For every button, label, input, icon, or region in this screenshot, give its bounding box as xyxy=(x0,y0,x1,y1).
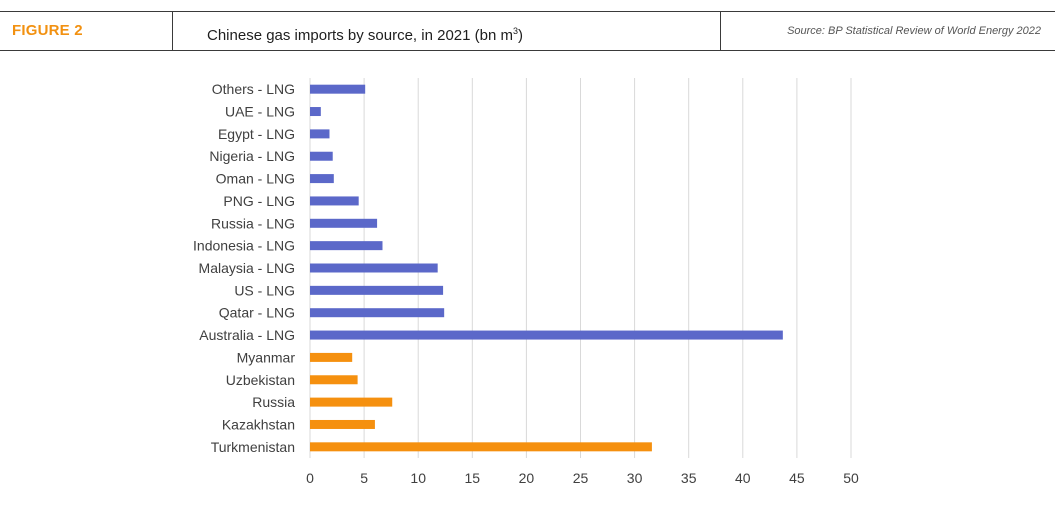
figure-title-end: ) xyxy=(518,27,523,44)
x-tick-label: 30 xyxy=(627,470,643,486)
bar xyxy=(310,129,330,139)
bar xyxy=(310,196,359,206)
figure-title-superscript: 3 xyxy=(512,26,518,36)
bar xyxy=(310,442,652,452)
x-tick-label: 20 xyxy=(519,470,535,486)
x-tick-label: 45 xyxy=(789,470,805,486)
bar xyxy=(310,375,358,385)
category-labels: Others - LNG UAE - LNG Egypt - LNG Nigeria … xyxy=(193,81,295,455)
x-tick-label: 50 xyxy=(843,470,859,486)
category-label: Egypt - LNG xyxy=(218,126,295,142)
x-tick-label: 25 xyxy=(573,470,589,486)
category-label: Russia xyxy=(252,394,295,410)
source-note: Source: BP Statistical Review of World E… xyxy=(787,25,1041,37)
bar xyxy=(310,107,321,117)
figure-label: FIGURE 2 xyxy=(12,22,83,39)
x-tick-label: 10 xyxy=(410,470,426,486)
header-divider xyxy=(172,12,173,50)
x-tick-label: 40 xyxy=(735,470,751,486)
category-label: Uzbekistan xyxy=(226,372,295,388)
category-label: Oman - LNG xyxy=(216,171,295,187)
bar xyxy=(310,285,444,295)
category-label: Kazakhstan xyxy=(222,416,295,432)
figure-title-text: Chinese gas imports by source, in 2021 (… xyxy=(207,27,513,44)
figure-header: FIGURE 2 Chinese gas imports by source, … xyxy=(0,11,1055,51)
category-label: Australia - LNG xyxy=(199,327,295,343)
figure-title: Chinese gas imports by source, in 2021 (… xyxy=(207,12,523,50)
x-tick-label: 15 xyxy=(465,470,481,486)
category-label: Turkmenistan xyxy=(211,439,295,455)
x-axis-tick-labels: 0 5 10 15 20 25 30 35 40 45 50 xyxy=(306,470,859,486)
category-label: UAE - LNG xyxy=(225,104,295,120)
category-label: Others - LNG xyxy=(212,81,295,97)
bar xyxy=(310,84,366,94)
category-label: Nigeria - LNG xyxy=(209,148,295,164)
bar xyxy=(310,263,438,273)
category-label: Russia - LNG xyxy=(211,215,295,231)
bar xyxy=(310,397,393,407)
x-tick-label: 5 xyxy=(360,470,368,486)
bars xyxy=(310,84,783,452)
bar xyxy=(310,151,333,161)
bar xyxy=(310,330,783,340)
bar xyxy=(310,241,383,251)
bar xyxy=(310,419,375,429)
category-label: Malaysia - LNG xyxy=(199,260,295,276)
bar xyxy=(310,308,445,318)
x-tick-label: 0 xyxy=(306,470,314,486)
category-label: US - LNG xyxy=(234,282,295,298)
bar xyxy=(310,218,378,228)
header-divider xyxy=(720,12,721,50)
category-label: Qatar - LNG xyxy=(219,305,295,321)
bar xyxy=(310,352,353,362)
bar xyxy=(310,174,334,184)
category-label: PNG - LNG xyxy=(223,193,295,209)
category-label: Myanmar xyxy=(237,349,296,365)
category-label: Indonesia - LNG xyxy=(193,238,295,254)
x-tick-label: 35 xyxy=(681,470,697,486)
